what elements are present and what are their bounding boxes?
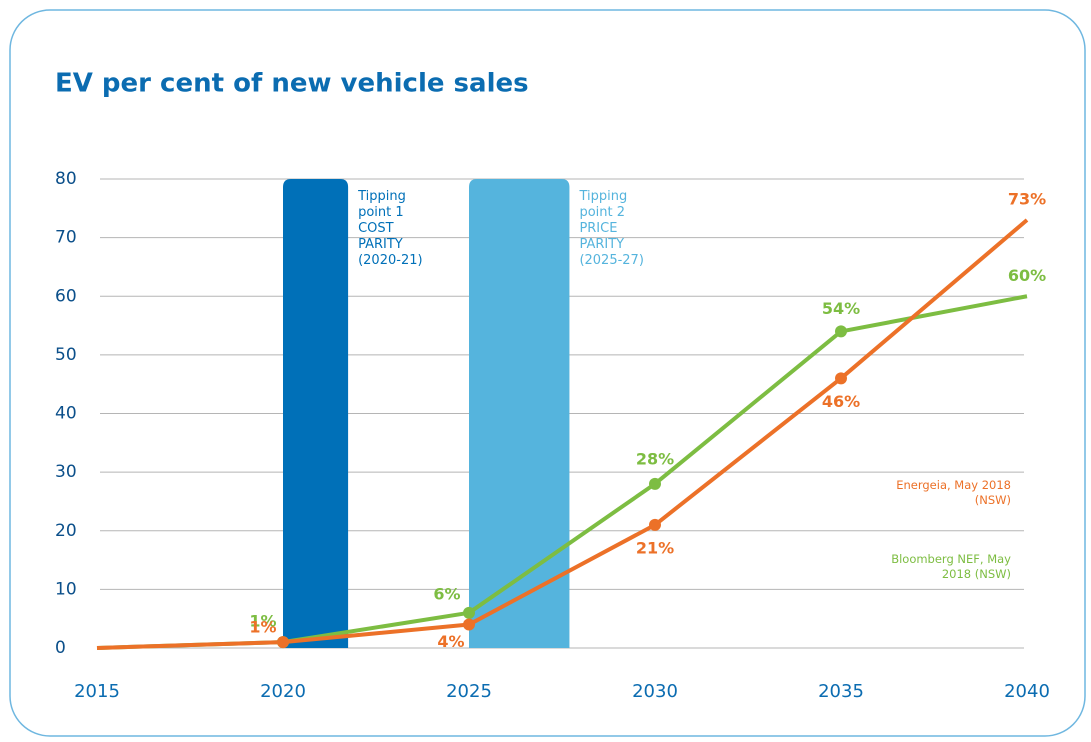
- x-tick-label: 2020: [260, 681, 306, 702]
- band-label: Tipping point 2 PRICE PARITY (2025-27): [579, 189, 644, 268]
- y-tick-label: 20: [55, 521, 77, 541]
- y-tick-label: 30: [55, 462, 77, 482]
- value-label: 4%: [437, 632, 464, 651]
- value-label: 60%: [1008, 266, 1046, 285]
- y-tick-label: 70: [55, 228, 77, 248]
- series-line: [96, 218, 1029, 650]
- band-label: Tipping point 1 COST PARITY (2020-21): [358, 189, 423, 268]
- y-tick-label: 80: [55, 169, 77, 189]
- value-label: 54%: [822, 299, 860, 318]
- value-label: 1%: [249, 618, 276, 637]
- point: [649, 518, 661, 531]
- y-tick-label: 0: [55, 638, 66, 658]
- point: [649, 477, 661, 490]
- point: [835, 372, 847, 385]
- legend-entry: Bloomberg NEF, May 2018 (NSW): [891, 552, 1011, 581]
- y-tick-label: 50: [55, 345, 77, 365]
- value-label: 73%: [1008, 190, 1046, 209]
- tipping-band: [283, 179, 349, 648]
- point: [835, 325, 847, 338]
- x-tick-label: 2015: [74, 681, 120, 702]
- y-tick-label: 40: [55, 404, 77, 424]
- x-tick-label: 2040: [1004, 681, 1050, 702]
- y-tick-label: 10: [55, 579, 77, 599]
- x-tick-label: 2030: [632, 681, 678, 702]
- legend-entry: Energeia, May 2018 (NSW): [896, 478, 1011, 507]
- chart-title: EV per cent of new vehicle sales: [55, 69, 529, 99]
- x-tick-label: 2025: [446, 681, 492, 702]
- y-tick-label: 60: [55, 286, 77, 306]
- x-tick-label: 2035: [818, 681, 864, 702]
- value-label: 21%: [636, 538, 674, 557]
- value-label: 1%: [249, 612, 276, 631]
- point: [277, 636, 289, 649]
- point: [463, 606, 475, 619]
- value-label: 28%: [636, 449, 674, 468]
- tipping-band: [469, 179, 570, 648]
- value-label: 46%: [822, 392, 860, 411]
- point: [463, 618, 475, 631]
- value-label: 6%: [433, 584, 460, 603]
